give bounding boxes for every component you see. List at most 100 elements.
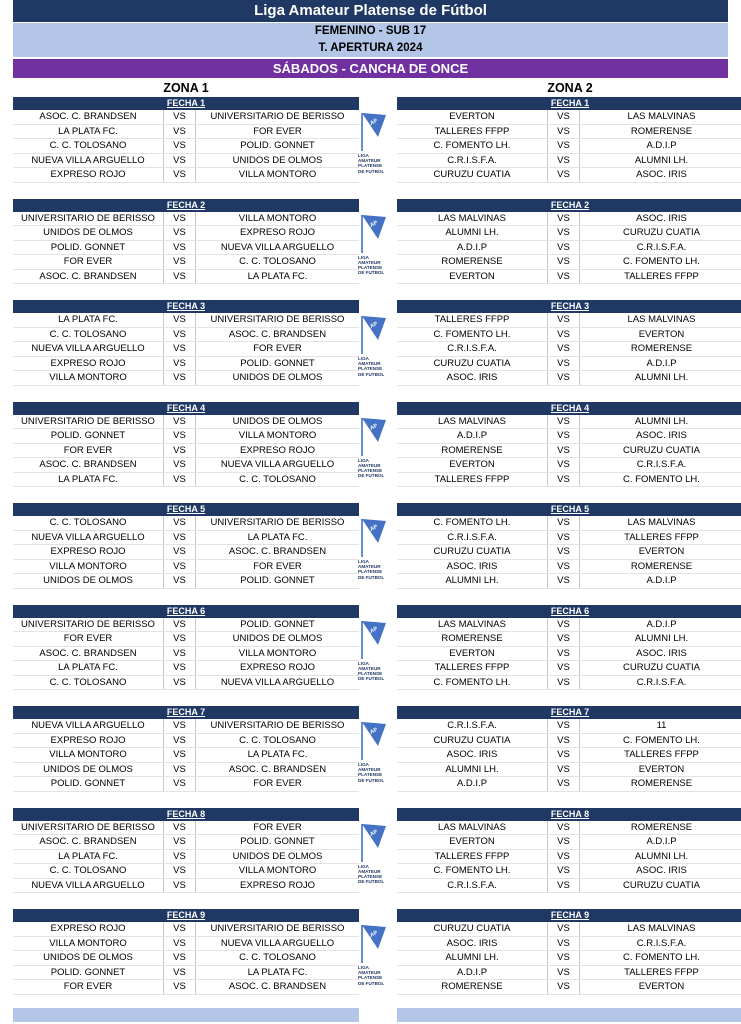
league-logo: LAP LIGA AMATEUR PLATENSE DE FUTBOL xyxy=(356,718,392,790)
footer-bar-zone-1 xyxy=(13,1008,359,1022)
flag-text: LAP xyxy=(366,118,379,129)
match-row: LA PLATA FC. VS UNIDOS DE OLMOS xyxy=(13,849,359,864)
vs-label: VS xyxy=(164,574,196,588)
home-team: C. C. TOLOSANO xyxy=(13,327,164,341)
home-team: POLID. GONNET xyxy=(13,240,164,254)
match-row: EXPRESO ROJO VS VILLA MONTORO xyxy=(13,168,359,183)
fecha-label: FECHA 5 xyxy=(166,504,206,514)
fecha-label: FECHA 1 xyxy=(550,98,590,108)
home-team: ASOC. C. BRANDSEN xyxy=(13,269,164,283)
away-team: LAS MALVINAS xyxy=(627,923,696,934)
logo-caption: LIGA AMATEUR PLATENSE DE FUTBOL xyxy=(356,356,392,377)
home-team: UNIVERSITARIO DE BERISSO xyxy=(13,617,164,631)
home-team: ALUMNI LH. xyxy=(397,226,548,240)
fecha-block-z2-8: FECHA 8 LAS MALVINAS VS ROMERENSE EVERTON VS A… xyxy=(397,807,741,893)
away-team: EXPRESO ROJO xyxy=(240,879,315,891)
away-team: EVERTON xyxy=(638,981,685,992)
match-row: UNIDOS DE OLMOS VS ASOC. C. BRANDSEN xyxy=(13,762,359,777)
match-row: C.R.I.S.F.A. VS TALLERES FFPP xyxy=(397,530,741,545)
away-team: C.R.I.S.F.A. xyxy=(636,459,687,470)
away-team: NUEVA VILLA ARGUELLO xyxy=(220,937,335,949)
logo-caption-line: LIGA xyxy=(358,863,369,869)
logo-caption-line: LIGA xyxy=(358,559,369,564)
flag-shape xyxy=(362,620,386,645)
home-team: EVERTON xyxy=(397,110,548,124)
away-team: ASOC. C. BRANDSEN xyxy=(228,328,327,340)
vs-label: VS xyxy=(548,530,580,544)
fecha-header: FECHA 9 xyxy=(397,909,741,922)
league-logo: LAP LIGA AMATEUR PLATENSE DE FUTBOL xyxy=(356,820,392,892)
away-team: C.R.I.S.F.A. xyxy=(636,676,687,688)
flag-icon: LAP xyxy=(361,316,386,354)
fecha-block-z2-6: FECHA 6 LAS MALVINAS VS A.D.I.P ROMERENSE VS A… xyxy=(397,604,741,690)
footer-bar-zone-2 xyxy=(397,1008,741,1022)
flag-icon: LAP xyxy=(361,722,386,760)
home-team: C. FOMENTO LH. xyxy=(397,139,548,153)
tournament-label: T. APERTURA 2024 xyxy=(13,40,728,57)
fecha-label: FECHA 7 xyxy=(550,707,590,717)
home-team: LA PLATA FC. xyxy=(13,472,164,486)
match-row: C. C. TOLOSANO VS NUEVA VILLA ARGUELLO xyxy=(13,675,359,690)
away-team: UNIDOS DE OLMOS xyxy=(232,415,323,427)
flag-shape xyxy=(362,823,386,848)
vs-label: VS xyxy=(548,516,580,530)
away-team: UNIVERSITARIO DE BERISSO xyxy=(210,517,345,528)
match-row: UNIDOS DE OLMOS VS EXPRESO ROJO xyxy=(13,226,359,241)
logo-caption-line: AMATEUR xyxy=(358,767,381,773)
vs-label: VS xyxy=(548,951,580,965)
flag-icon: LAP xyxy=(361,417,386,456)
fecha-header: FECHA 1 xyxy=(13,97,359,110)
fecha-label: FECHA 8 xyxy=(550,808,590,819)
match-row: FOR EVER VS ASOC. C. BRANDSEN xyxy=(13,980,359,995)
match-row: ASOC. IRIS VS C.R.I.S.F.A. xyxy=(397,936,741,951)
away-team: UNIVERSITARIO DE BERISSO xyxy=(210,923,345,934)
home-team: NUEVA VILLA ARGUELLO xyxy=(13,153,164,167)
match-row: ROMERENSE VS EVERTON xyxy=(397,980,741,995)
home-team: VILLA MONTORO xyxy=(13,748,164,762)
away-team: VILLA MONTORO xyxy=(238,169,317,180)
away-team: EVERTON xyxy=(638,546,685,557)
logo-caption-line: LIGA xyxy=(358,153,369,158)
vs-label: VS xyxy=(164,255,196,269)
match-row: C. FOMENTO LH. VS EVERTON xyxy=(397,327,741,342)
flag-shape xyxy=(362,214,386,239)
away-team: ROMERENSE xyxy=(630,343,693,354)
match-row: ASOC. C. BRANDSEN VS NUEVA VILLA ARGUELLO xyxy=(13,458,359,473)
match-row: C.R.I.S.F.A. VS 11 xyxy=(397,719,741,734)
flag-shape xyxy=(362,925,386,949)
vs-label: VS xyxy=(164,240,196,254)
fecha-label: FECHA 3 xyxy=(166,301,206,311)
home-team: C.R.I.S.F.A. xyxy=(397,878,548,892)
logo-caption-line: PLATENSE xyxy=(358,264,383,270)
fecha-header: FECHA 8 xyxy=(13,807,359,821)
away-team: TALLERES FFPP xyxy=(624,531,699,543)
match-row: CURUZU CUATIA VS LAS MALVINAS xyxy=(397,922,741,937)
match-row: C.R.I.S.F.A. VS ALUMNI LH. xyxy=(397,153,741,168)
vs-label: VS xyxy=(548,414,580,428)
logo-caption-line: LIGA xyxy=(358,254,369,260)
vs-label: VS xyxy=(548,835,580,849)
match-row: NUEVA VILLA ARGUELLO VS EXPRESO ROJO xyxy=(13,878,359,893)
away-team: TALLERES FFPP xyxy=(624,270,699,282)
home-team: CURUZU CUATIA xyxy=(397,733,548,747)
vs-label: VS xyxy=(164,849,196,863)
logo-caption: LIGA AMATEUR PLATENSE DE FUTBOL xyxy=(356,458,392,479)
match-row: UNIVERSITARIO DE BERISSO VS VILLA MONTORO xyxy=(13,211,359,226)
home-team: CURUZU CUATIA xyxy=(397,922,548,936)
logo-caption-line: PLATENSE xyxy=(358,772,383,778)
vs-label: VS xyxy=(164,661,196,675)
home-team: POLID. GONNET xyxy=(13,965,164,979)
home-team: CURUZU CUATIA xyxy=(397,545,548,559)
match-row: C. C. TOLOSANO VS UNIVERSITARIO DE BERISSO xyxy=(13,516,359,531)
vs-label: VS xyxy=(548,820,580,834)
fecha-label: FECHA 3 xyxy=(550,301,590,311)
vs-label: VS xyxy=(164,965,196,979)
fecha-block-z2-3: FECHA 3 TALLERES FFPP VS LAS MALVINAS C. FOM… xyxy=(397,300,741,386)
vs-label: VS xyxy=(548,748,580,762)
away-team: LA PLATA FC. xyxy=(247,270,308,282)
home-team: FOR EVER xyxy=(13,255,164,269)
away-team: ROMERENSE xyxy=(630,778,693,789)
logo-caption-line: PLATENSE xyxy=(358,366,383,372)
home-team: ALUMNI LH. xyxy=(397,574,548,588)
home-team: ALUMNI LH. xyxy=(397,951,548,965)
